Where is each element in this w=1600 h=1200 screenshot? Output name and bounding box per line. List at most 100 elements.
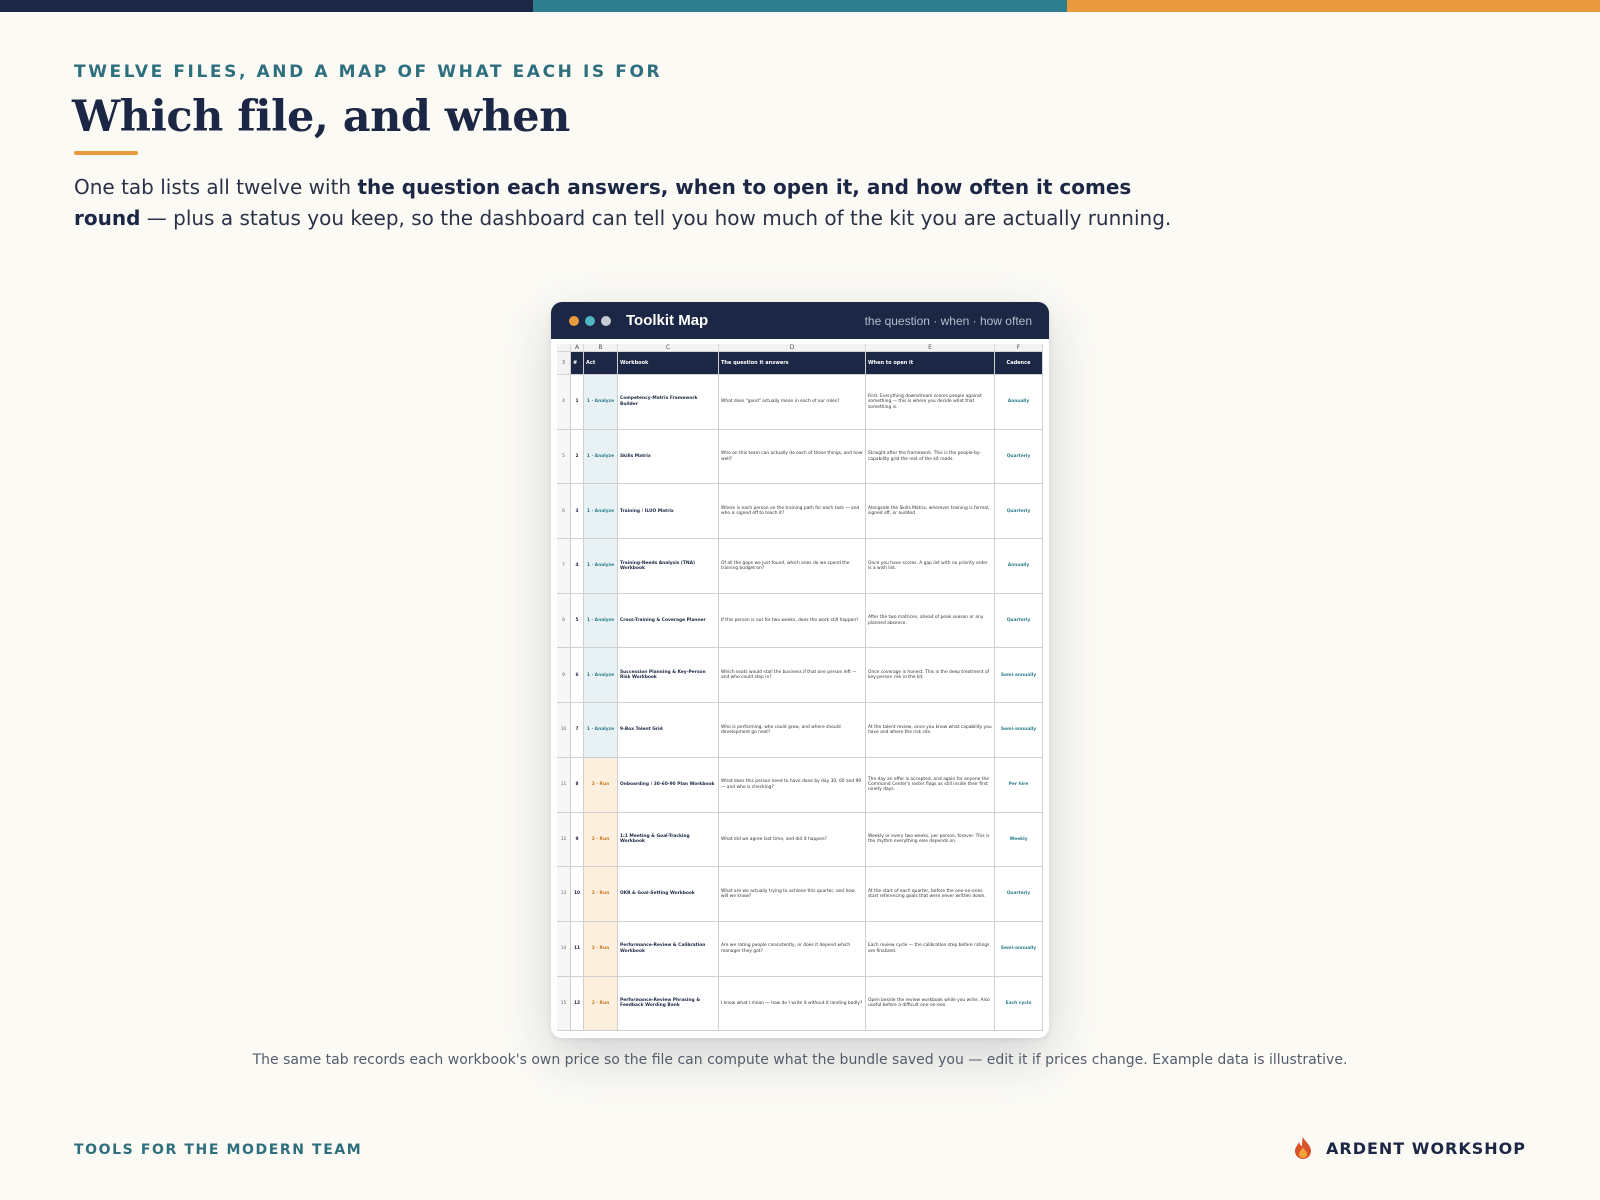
lead-text-1: One tab lists all twelve with — [74, 175, 358, 199]
top-bar-orange-segment — [1066, 0, 1600, 12]
cell-when: Once you have scores. A gap list with no… — [866, 539, 995, 594]
cell-act: 2 · Run — [584, 921, 618, 977]
table-header-row: 3 # Act Workbook The question it answers… — [557, 352, 1043, 375]
cell-act: 1 · Analyze — [584, 539, 618, 594]
cell-workbook: Cross-Training & Coverage Planner — [618, 593, 719, 649]
cell-workbook: 9-Box Talent Grid — [618, 703, 719, 758]
top-color-bar — [0, 0, 1600, 12]
cell-question: What does this person need to have done … — [719, 757, 866, 813]
column-letter: D — [719, 344, 866, 352]
header-num: # — [571, 352, 584, 375]
table-row: 12 9 2 · Run 1:1 Meeting & Goal-Tracking Wo… — [557, 812, 1043, 868]
cell-question: I know what I mean — how do I write it w… — [719, 976, 866, 1032]
cell-cadence: Semi-annually — [995, 921, 1043, 977]
cell-number: 7 — [571, 703, 584, 758]
column-letter: B — [584, 344, 618, 352]
cell-act: 1 · Analyze — [584, 375, 618, 430]
cell-when: At the talent review, once you know what… — [866, 703, 995, 758]
cell-number: 6 — [571, 648, 584, 704]
cell-question: Of all the gaps we just found, which one… — [719, 539, 866, 594]
cell-number: 11 — [571, 921, 584, 977]
footer-tagline: TOOLS FOR THE MODERN TEAM — [74, 1142, 363, 1158]
window-titlebar: Toolkit Map the question · when · how of… — [551, 302, 1049, 339]
cell-question: Which seats would stall the business if … — [719, 648, 866, 704]
cell-cadence: Semi-annually — [995, 703, 1043, 758]
cell-question: Are we rating people consistently, or do… — [719, 921, 866, 977]
row-number: 8 — [557, 593, 571, 649]
lead-text-2: — plus a status you keep, so the dashboa… — [140, 206, 1172, 230]
cell-workbook: OKR & Goal-Setting Workbook — [618, 867, 719, 922]
cell-number: 9 — [571, 812, 584, 868]
cell-cadence: Weekly — [995, 812, 1043, 868]
grey-dot — [601, 315, 611, 326]
cell-act: 2 · Run — [584, 867, 618, 922]
table-row: 14 11 2 · Run Performance-Review & Calibrat… — [557, 921, 1043, 977]
table-row: 10 7 1 · Analyze 9-Box Talent Grid Who is pe… — [557, 703, 1043, 758]
cell-cadence: Annually — [995, 375, 1043, 430]
cell-act: 2 · Run — [584, 976, 618, 1032]
cell-number: 3 — [571, 484, 584, 540]
cell-question: Who is performing, who could grow, and w… — [719, 703, 866, 758]
cell-question: If this person is out for two weeks, doe… — [719, 593, 866, 649]
cell-act: 1 · Analyze — [584, 484, 618, 540]
spreadsheet-preview-card: Toolkit Map the question · when · how of… — [551, 302, 1049, 1038]
brand-name: ARDENT WORKSHOP — [1326, 1138, 1526, 1158]
cell-number: 5 — [571, 593, 584, 649]
cell-workbook: Training / ILUO Matrix — [618, 484, 719, 540]
row-number: 6 — [557, 484, 571, 540]
row-number: 4 — [557, 375, 571, 430]
header-workbook: Workbook — [618, 352, 719, 375]
column-letter: F — [995, 344, 1043, 352]
table-row: 15 12 2 · Run Performance-Review Phrasing &… — [557, 976, 1043, 1032]
title-underline — [74, 151, 138, 155]
cell-when: Straight after the framework. This is th… — [866, 429, 995, 485]
cell-cadence: Semi-annually — [995, 648, 1043, 704]
cell-cadence: Quarterly — [995, 429, 1043, 485]
lead-emphasis: the question each answers, when to open … — [74, 175, 1132, 230]
cell-when: Each review cycle — the calibration step… — [866, 921, 995, 977]
cell-workbook: Training-Needs Analysis (TNA) Workbook — [618, 539, 719, 594]
cell-when: First. Everything downstream scores peop… — [866, 375, 995, 430]
cell-question: What does "good" actually mean in each o… — [719, 375, 866, 430]
window-subtitle: the question · when · how often — [864, 313, 1032, 328]
header-act: Act — [584, 352, 618, 375]
header-question: The question it answers — [719, 352, 866, 375]
cell-cadence: Annually — [995, 539, 1043, 594]
corner-cell — [557, 344, 571, 352]
teal-dot — [585, 315, 595, 326]
page-title: Which file, and when — [72, 92, 570, 142]
cell-act: 2 · Run — [584, 757, 618, 813]
header-when: When to open it — [866, 352, 995, 375]
table-row: 13 10 2 · Run OKR & Goal-Setting Workbook Wh… — [557, 867, 1043, 922]
cell-question: Who on this team can actually do each of… — [719, 429, 866, 485]
cell-workbook: 1:1 Meeting & Goal-Tracking Workbook — [618, 812, 719, 868]
cell-when: Open beside the review workbook while yo… — [866, 976, 995, 1032]
cell-question: Where is each person on the training pat… — [719, 484, 866, 540]
cell-number: 4 — [571, 539, 584, 594]
row-number: 5 — [557, 429, 571, 485]
flame-icon — [1295, 1137, 1311, 1159]
lead-paragraph: One tab lists all twelve with the questi… — [74, 172, 1194, 234]
top-bar-teal-segment — [533, 0, 1067, 12]
row-number: 13 — [557, 867, 571, 922]
caption: The same tab records each workbook's own… — [252, 1052, 1348, 1068]
cell-cadence: Each cycle — [995, 976, 1043, 1032]
cell-workbook: Onboarding / 30-60-90 Plan Workbook — [618, 757, 719, 813]
cell-number: 2 — [571, 429, 584, 485]
eyebrow: TWELVE FILES, AND A MAP OF WHAT EACH IS … — [74, 62, 663, 82]
cell-number: 1 — [571, 375, 584, 430]
cell-when: The day an offer is accepted, and again … — [866, 757, 995, 813]
window-title: Toolkit Map — [626, 312, 709, 329]
column-letter: E — [866, 344, 995, 352]
cell-cadence: Per hire — [995, 757, 1043, 813]
row-number: 7 — [557, 539, 571, 594]
spreadsheet: A B C D E F 3 # Act Workbook The questio… — [557, 344, 1043, 1032]
cell-act: 1 · Analyze — [584, 648, 618, 704]
top-bar-navy-segment — [0, 0, 534, 12]
cell-workbook: Performance-Review & Calibration Workboo… — [618, 921, 719, 977]
